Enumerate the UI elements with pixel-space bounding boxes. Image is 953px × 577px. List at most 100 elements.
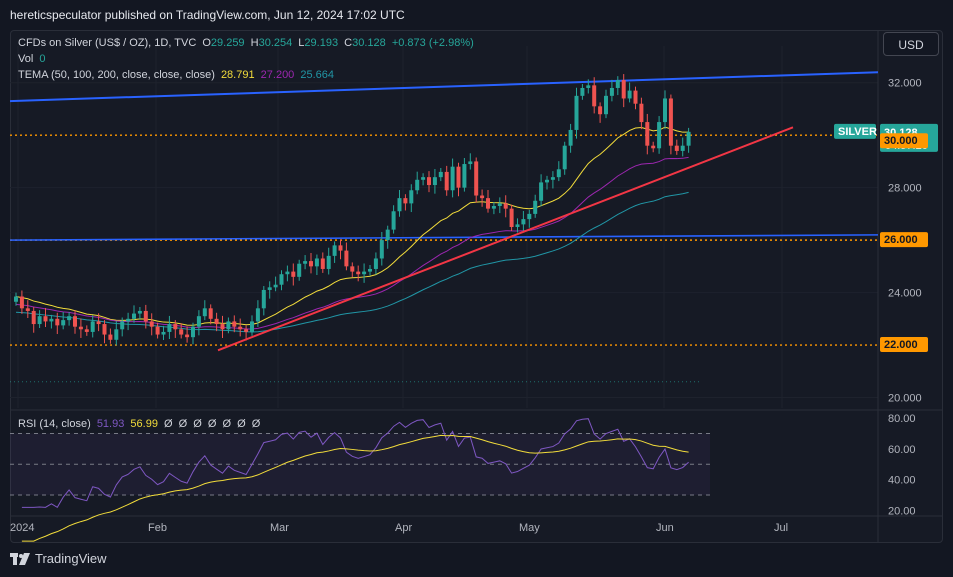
candle <box>167 315 172 340</box>
candle-body <box>509 208 514 227</box>
candle <box>444 165 449 196</box>
candle <box>185 326 190 343</box>
rsi-tick-label: 60.00 <box>888 444 916 456</box>
support-line-26 <box>9 234 879 241</box>
candle-body <box>350 266 355 272</box>
footer-brand[interactable]: TradingView <box>10 551 107 566</box>
candle-body <box>580 87 585 96</box>
candle-body <box>686 131 691 146</box>
candle <box>143 304 148 329</box>
candle <box>486 190 490 213</box>
candle-body <box>586 85 591 88</box>
candle <box>37 310 42 328</box>
candle-body <box>444 171 449 191</box>
currency-button[interactable]: USD <box>883 32 939 56</box>
candle <box>556 161 561 182</box>
candle-body <box>137 310 142 314</box>
rsi-extra-1: Ø <box>178 418 188 430</box>
candle-body <box>267 287 272 290</box>
candle-body <box>373 258 378 269</box>
level-22-tag-bg <box>880 337 928 353</box>
candle-body <box>108 334 113 340</box>
candle-body <box>362 271 367 275</box>
resistance-line[interactable] <box>9 71 879 241</box>
candle <box>285 265 290 282</box>
candle-body <box>25 308 30 311</box>
rsi-extra-6: Ø <box>251 418 261 430</box>
close-value: C30.128 <box>344 37 386 49</box>
candle-body <box>90 321 95 332</box>
candle-body <box>468 161 473 165</box>
candle-body <box>651 145 656 149</box>
candle-body <box>338 245 343 251</box>
rsi-label: RSI (14, close) <box>18 418 91 430</box>
candle-body <box>255 308 260 322</box>
candle-body <box>114 329 119 340</box>
candle-body <box>78 326 83 330</box>
candle-body <box>31 310 36 325</box>
candle-body <box>421 177 426 180</box>
candle <box>657 116 662 154</box>
candle-body <box>663 98 667 123</box>
candle <box>604 89 608 119</box>
trend-line[interactable] <box>217 126 794 352</box>
candle <box>126 312 131 331</box>
candle-body <box>592 85 597 107</box>
tema-value-1: 28.791 <box>220 69 255 81</box>
rsi-legend[interactable]: RSI (14, close) 51.93 56.99 Ø Ø Ø Ø Ø Ø … <box>18 418 263 430</box>
volume-legend[interactable]: Vol 0 <box>18 53 48 65</box>
candle-body <box>397 198 402 212</box>
level-22-tag: 22.000 <box>880 337 928 353</box>
candle-body <box>214 318 219 325</box>
candle-body <box>521 219 526 225</box>
candle-body <box>55 318 60 326</box>
candle <box>550 171 555 189</box>
candle <box>373 252 378 275</box>
candle <box>31 307 36 333</box>
time-axis: 2024 Feb Mar Apr May Jun Jul <box>10 522 788 534</box>
candle <box>491 202 496 215</box>
candle <box>179 323 184 339</box>
candle <box>291 263 296 286</box>
symbol-legend[interactable]: CFDs on Silver (US$ / OZ), 1D, TVC O29.2… <box>18 37 477 49</box>
candle-body <box>143 310 148 322</box>
candle-body <box>320 258 325 269</box>
candle-body <box>403 198 408 204</box>
candle <box>279 270 284 291</box>
price-tick-label: 20.000 <box>888 393 922 405</box>
candle-body <box>604 95 608 115</box>
volume-label: Vol <box>18 53 34 65</box>
candle-body <box>379 240 384 259</box>
candle <box>562 141 567 175</box>
candle-body <box>627 90 632 99</box>
candle-body <box>480 195 485 199</box>
candle <box>686 127 691 153</box>
candle-body <box>185 334 190 338</box>
candle-body <box>527 213 532 220</box>
level-30-tag: 30.000 <box>880 133 928 149</box>
candle <box>651 141 656 153</box>
open-value: O29.259 <box>202 37 245 49</box>
candle <box>586 79 591 94</box>
candle <box>515 218 520 233</box>
level-22-tag-text: 22.000 <box>884 339 918 351</box>
candle <box>161 325 166 341</box>
candle-body <box>556 169 561 178</box>
candle <box>220 315 225 338</box>
tema-label: TEMA (50, 100, 200, close, close, close) <box>18 69 215 81</box>
candle-body <box>391 211 396 230</box>
tema-legend[interactable]: TEMA (50, 100, 200, close, close, close)… <box>18 69 337 81</box>
candle <box>137 307 142 320</box>
candle <box>55 312 60 335</box>
candle-body <box>515 224 520 227</box>
symbol-badge: SILVER <box>834 123 877 139</box>
candle <box>267 281 272 299</box>
candle-body <box>132 313 136 319</box>
rising-trend-line <box>217 126 794 352</box>
candle <box>350 262 355 278</box>
candle <box>43 308 48 327</box>
candle <box>214 312 219 332</box>
low-value: L29.193 <box>298 37 339 49</box>
candle <box>627 82 632 103</box>
